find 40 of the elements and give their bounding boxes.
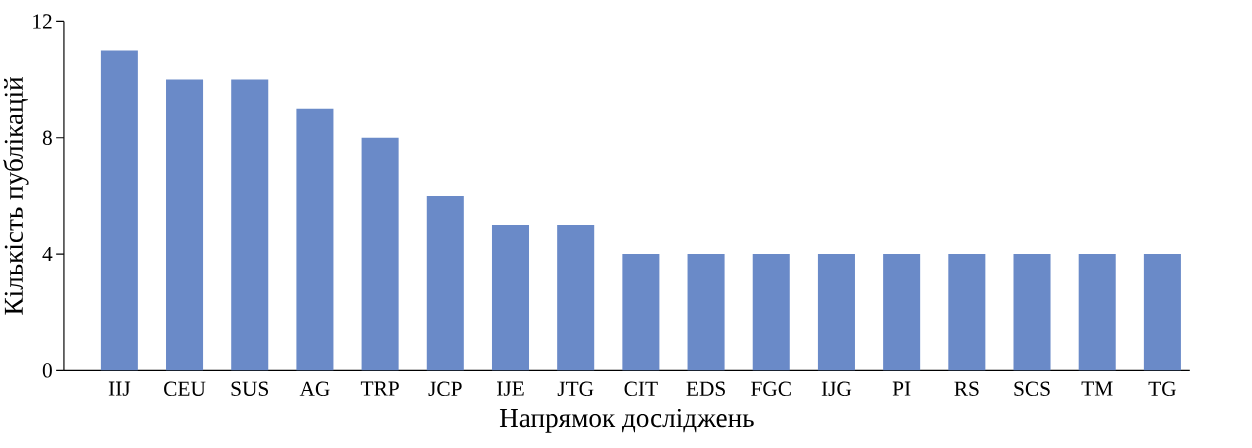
bar bbox=[817, 253, 855, 371]
bar bbox=[1143, 253, 1181, 371]
bar bbox=[1078, 253, 1116, 371]
x-tick-label: CEU bbox=[164, 381, 206, 396]
bar bbox=[948, 253, 986, 371]
x-tick-label: EDS bbox=[686, 381, 725, 396]
bar bbox=[426, 195, 464, 371]
x-tick-label: PI bbox=[892, 381, 911, 396]
x-tick-label: TM bbox=[1081, 381, 1113, 396]
bar bbox=[231, 79, 269, 371]
y-tick-label: 4 bbox=[42, 246, 53, 261]
y-axis-title: Кількість публікацій bbox=[3, 76, 29, 315]
x-tick-label: TRP bbox=[360, 381, 399, 396]
x-tick-label: SUS bbox=[231, 381, 268, 396]
x-tick-label: RS bbox=[954, 381, 979, 396]
x-tick-label: JTG bbox=[557, 381, 594, 396]
x-axis-title: Напрямок досліджень bbox=[499, 408, 754, 433]
x-tick-label: IIJ bbox=[108, 381, 131, 396]
bar bbox=[100, 50, 138, 371]
x-tick-label: TG bbox=[1148, 381, 1176, 396]
y-tick-label: 0 bbox=[42, 363, 52, 378]
bar bbox=[1013, 253, 1051, 371]
bar bbox=[687, 253, 725, 371]
y-tick-label: 8 bbox=[42, 130, 52, 145]
x-tick-label: SCS bbox=[1014, 381, 1050, 396]
bar bbox=[622, 253, 660, 371]
bar bbox=[491, 224, 530, 371]
bar bbox=[361, 137, 399, 371]
bar bbox=[296, 108, 334, 371]
x-tick-label: IJG bbox=[821, 381, 852, 396]
x-tick-label: CIT bbox=[624, 381, 658, 396]
bar bbox=[557, 224, 595, 371]
x-tick-label: JCP bbox=[428, 381, 462, 396]
x-tick-label: AG bbox=[299, 381, 330, 396]
x-tick-label: FGC bbox=[751, 381, 791, 396]
bar bbox=[752, 253, 790, 371]
x-tick-label: IJE bbox=[497, 381, 524, 396]
bar bbox=[166, 79, 204, 371]
y-tick-label: 12 bbox=[33, 14, 52, 29]
bar bbox=[883, 253, 921, 371]
